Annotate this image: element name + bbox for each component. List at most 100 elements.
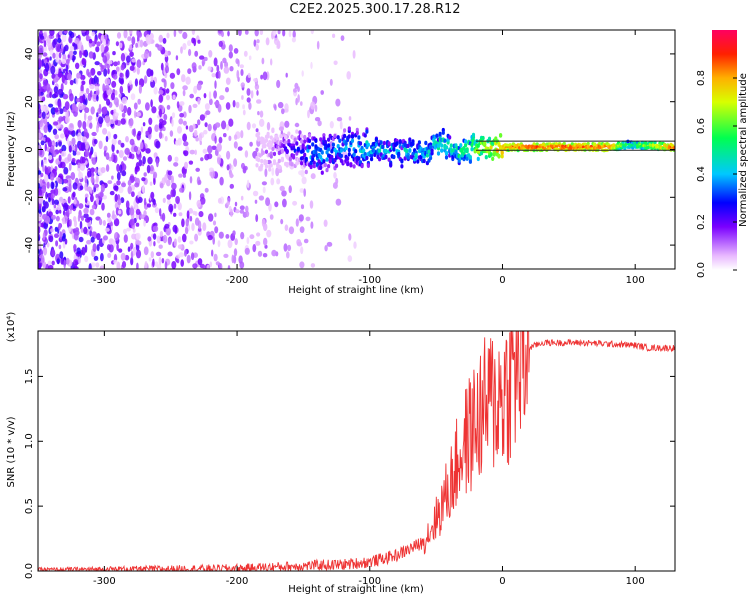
spectrogram-cell xyxy=(260,158,264,164)
x-tick-label: 100 xyxy=(626,275,645,286)
spectrogram-cell xyxy=(314,138,318,143)
spectrogram-cell xyxy=(65,209,70,218)
spectrogram-cell xyxy=(299,261,305,269)
spectrogram-cells xyxy=(38,30,675,269)
spectrogram-cell xyxy=(136,67,140,75)
spectrogram-cell xyxy=(218,136,223,144)
spectrogram-cell xyxy=(129,207,135,216)
spectrogram-cell xyxy=(57,88,64,96)
spectrogram-cell xyxy=(95,216,101,221)
spectrogram-cell xyxy=(123,105,128,114)
spectrogram-cell xyxy=(340,35,345,41)
spectrogram-cell xyxy=(51,198,55,206)
spectrogram-cell xyxy=(68,122,75,132)
spectrogram-cell xyxy=(38,170,42,175)
spectrogram-cell xyxy=(69,209,72,215)
spectrogram-cell xyxy=(348,116,352,121)
spectrogram-cell xyxy=(284,140,288,145)
spectrogram-cell xyxy=(311,142,315,147)
spectrogram-cell xyxy=(125,200,130,209)
spectrogram-cell xyxy=(162,37,167,44)
spectrogram-cell xyxy=(417,140,421,145)
spectrogram-cell xyxy=(322,159,326,164)
spectrogram-cell xyxy=(208,167,214,172)
spectrogram-cell xyxy=(253,78,258,82)
spectrogram-cell xyxy=(90,106,95,115)
spectrogram-cell xyxy=(100,253,104,262)
spectrogram-cell xyxy=(556,148,560,152)
spectrogram-cell xyxy=(131,233,137,240)
spectrogram-cell xyxy=(142,156,146,165)
x-tick-label: 0 xyxy=(499,576,505,587)
spectrogram-cell xyxy=(272,151,277,157)
spectrogram-cell xyxy=(470,142,474,148)
spectrogram-cell xyxy=(259,118,265,127)
spectrogram-cell xyxy=(346,161,350,167)
spectrogram-cell xyxy=(114,112,119,117)
spectrogram-cell xyxy=(98,103,102,113)
spectrogram-cell xyxy=(121,96,128,105)
spectrogram-cell xyxy=(299,226,305,234)
spectrogram-cell xyxy=(174,225,178,235)
spectrogram-cell xyxy=(146,68,152,77)
spectrogram-cell xyxy=(199,140,202,146)
spectrogram-cell xyxy=(225,102,231,110)
spectrogram-cell xyxy=(307,138,312,143)
spectrogram-cell xyxy=(303,134,307,140)
spectrogram-cell xyxy=(42,52,48,57)
spectrogram-cell xyxy=(111,138,117,146)
spectrogram-cell xyxy=(45,263,50,269)
spectrogram-cell xyxy=(85,34,90,42)
spectrogram-cell xyxy=(228,118,234,127)
spectrogram-cell xyxy=(153,86,158,95)
spectrogram-cell xyxy=(134,78,138,87)
spectrogram-cell xyxy=(193,85,198,94)
spectrogram-cell xyxy=(149,165,154,172)
spectrogram-cell xyxy=(317,120,322,127)
spectrogram-cell xyxy=(280,218,284,225)
spectrogram-cell xyxy=(113,61,118,67)
spectrogram-cell xyxy=(149,181,153,186)
spectrogram-cell xyxy=(258,153,262,158)
spectrogram-cell xyxy=(129,30,133,34)
spectrogram-cell xyxy=(90,236,95,243)
spectrogram-cell xyxy=(48,155,53,160)
spectrogram-cell xyxy=(245,210,250,218)
spectrogram-cell xyxy=(263,237,268,246)
spectrogram-cell xyxy=(406,143,410,148)
spectrogram-cell xyxy=(189,240,194,245)
spectrogram-cell xyxy=(169,130,174,137)
spectrogram-cell xyxy=(38,81,42,90)
spectrogram-cell xyxy=(58,141,62,147)
spectrogram-cell xyxy=(176,68,181,76)
spectrogram-cell xyxy=(116,171,121,181)
spectrogram-cell xyxy=(229,66,234,72)
spectrogram-cell xyxy=(113,259,118,265)
spectrogram-cell xyxy=(352,50,356,59)
spectrogram-cell xyxy=(414,154,418,159)
spectrogram-cell xyxy=(320,90,325,95)
spectrogram-cell xyxy=(80,84,84,94)
spectrogram-cell xyxy=(170,82,175,90)
spectrogram-cell xyxy=(252,190,259,197)
spectrogram-cell xyxy=(239,64,244,69)
spectrogram-cell xyxy=(344,145,348,151)
spectrogram-cell xyxy=(444,145,449,150)
spectrogram-cell xyxy=(134,166,138,175)
spectrogram-cell xyxy=(143,197,147,206)
spectrogram-cell xyxy=(164,72,168,79)
spectrogram-cell xyxy=(49,30,55,36)
spectrogram-cell xyxy=(296,239,302,246)
spectrogram-cell xyxy=(459,143,463,148)
spectrogram-cell xyxy=(146,164,151,174)
colorbar-tick-label: 0.8 xyxy=(696,70,707,86)
spectrogram-cell xyxy=(312,163,316,169)
spectrogram-cell xyxy=(191,62,197,70)
spectrogram-cell xyxy=(137,130,142,137)
spectrogram-cell xyxy=(48,197,51,203)
spectrogram-cell xyxy=(74,37,80,45)
spectrogram-cell xyxy=(300,139,304,144)
spectrogram-cell xyxy=(47,124,53,131)
spectrogram-cell xyxy=(152,225,159,232)
spectrogram-cell xyxy=(52,151,57,158)
